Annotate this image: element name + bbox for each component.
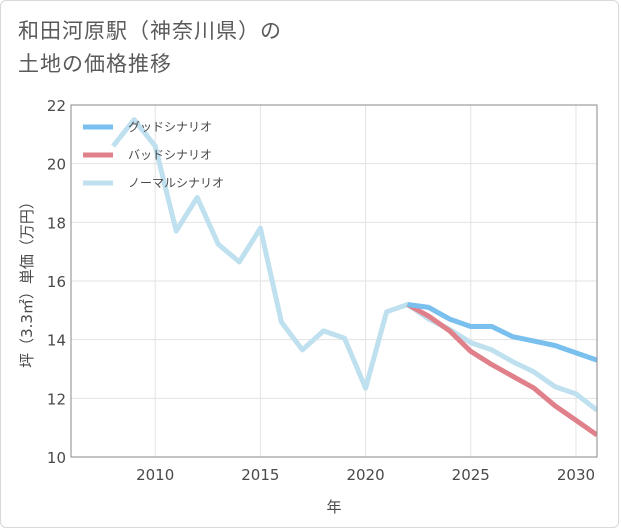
legend-label: ノーマルシナリオ (128, 176, 224, 190)
x-tick-label: 2025 (452, 466, 490, 484)
x-tick-label: 2020 (346, 466, 384, 484)
x-axis-label: 年 (326, 498, 341, 516)
y-tick-label: 18 (47, 214, 66, 232)
tick-labels: 10 12 14 16 18 20 22 2010 2015 2020 2025 2030 (47, 97, 595, 484)
legend-label: グッドシナリオ (128, 120, 212, 134)
chart-title-line2: 土地の価格推移 (18, 52, 172, 76)
series-line-3 (111, 117, 597, 413)
y-tick-label: 16 (47, 273, 66, 291)
chart-title-line1: 和田河原駅（神奈川県）の (18, 19, 282, 43)
y-tick-label: 14 (47, 332, 66, 350)
y-tick-label: 10 (47, 449, 66, 467)
plot-frame (70, 104, 598, 458)
y-tick-label: 22 (47, 97, 66, 115)
y-tick-label: 12 (47, 390, 66, 408)
legend-label: バッドシナリオ (128, 148, 212, 162)
chart-title: 和田河原駅（神奈川県）の 土地の価格推移 (18, 15, 282, 81)
series-line-2 (406, 302, 597, 438)
x-tick-label: 2010 (136, 466, 174, 484)
series-line-1 (407, 302, 597, 363)
series-lines (111, 117, 597, 438)
x-tick-label: 2015 (241, 466, 279, 484)
y-tick-label: 20 (47, 156, 66, 174)
x-tick-label: 2030 (557, 466, 595, 484)
y-axis-label: 坪（3.3㎡）単価（万円） (18, 194, 36, 368)
